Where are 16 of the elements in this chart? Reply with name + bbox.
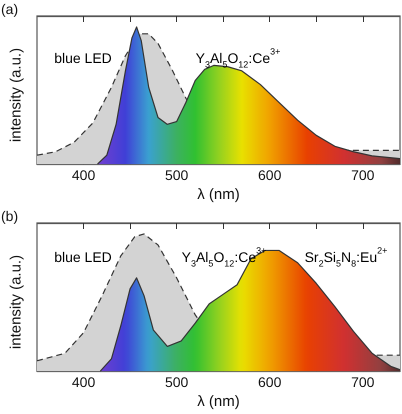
x-tick-label: 600 [258,167,282,184]
x-tick-label: 700 [351,167,375,184]
x-axis-title: λ (nm) [197,186,240,203]
text: (b) [1,208,18,224]
annotation: blue LED [54,50,112,66]
x-tick-label: 400 [72,167,96,184]
x-tick-label: 400 [72,374,96,390]
y-axis-title: intensity (a.u.) [8,48,24,142]
x-axis-title: λ (nm) [197,393,240,410]
x-tick-label: 600 [258,374,282,390]
y-axis-title: intensity (a.u.) [8,254,24,350]
annotation: blue LED [54,249,112,265]
x-tick-label: 500 [164,374,189,390]
text: (a) [1,1,18,17]
x-tick-label: 500 [164,167,189,184]
x-tick-label: 700 [351,374,375,390]
